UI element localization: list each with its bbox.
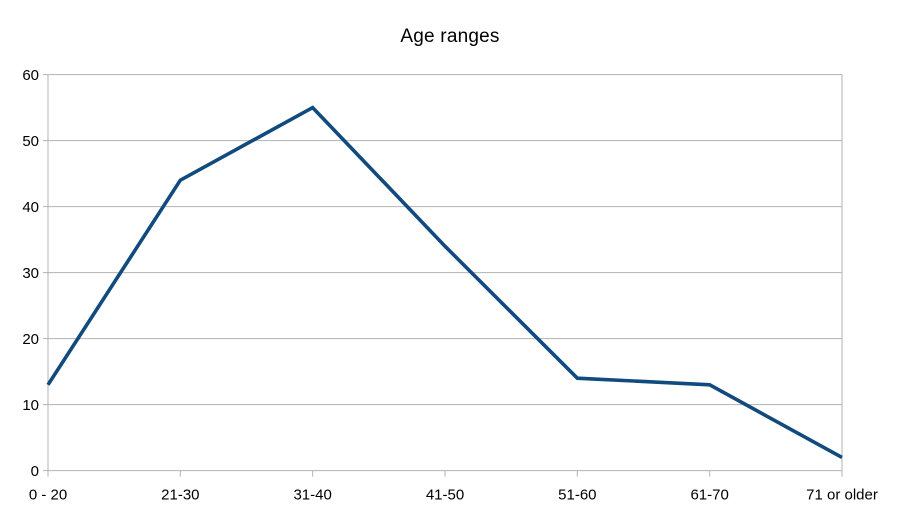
chart-title: Age ranges — [400, 26, 500, 47]
x-axis-label: 41-50 — [426, 487, 464, 504]
x-axis-label: 71 or older — [806, 487, 878, 504]
y-axis-label: 60 — [22, 67, 39, 84]
x-axis-label: 31-40 — [293, 487, 331, 504]
data-series-line — [46, 105, 843, 459]
y-axis-label: 20 — [22, 331, 39, 348]
y-axis-label: 40 — [22, 199, 39, 216]
y-axis-label: 10 — [22, 397, 39, 414]
y-axis-label: 30 — [22, 265, 39, 282]
x-axis-label: 61-70 — [690, 487, 728, 504]
x-axis-label: 21-30 — [161, 487, 199, 504]
x-axis-label: 51-60 — [558, 487, 596, 504]
x-axis-label: 0 - 20 — [29, 487, 67, 504]
y-axis-label: 50 — [22, 133, 39, 150]
y-axis-label: 0 — [31, 463, 39, 480]
